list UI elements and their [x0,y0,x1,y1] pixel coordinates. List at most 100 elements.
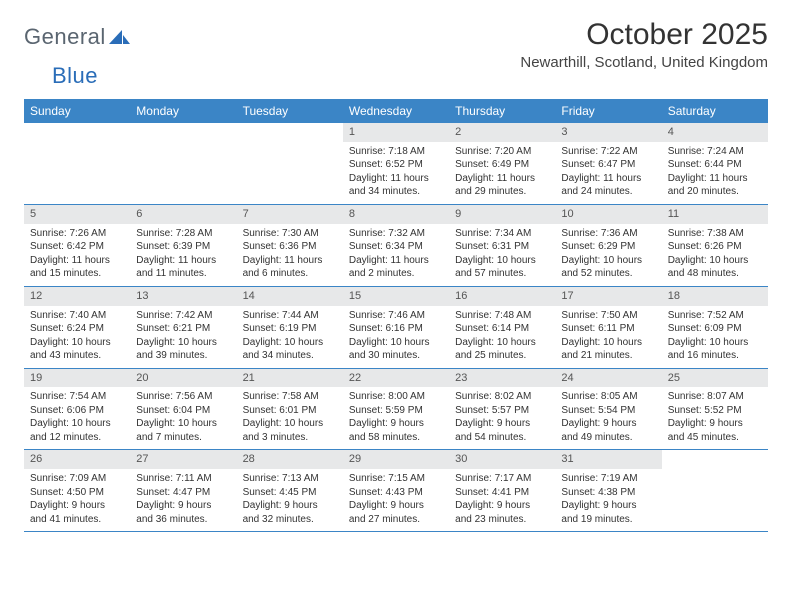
sunrise-text: Sunrise: 7:09 AM [30,472,124,486]
daylight-text: Daylight: 10 hours and 39 minutes. [136,336,230,363]
cell-body: Sunrise: 7:19 AMSunset: 4:38 PMDaylight:… [555,469,661,531]
sunrise-text: Sunrise: 7:22 AM [561,145,655,159]
sunset-text: Sunset: 6:49 PM [455,158,549,172]
sunrise-text: Sunrise: 7:18 AM [349,145,443,159]
day-number: 31 [555,450,661,469]
calendar-cell [24,123,130,204]
day-number: 30 [449,450,555,469]
calendar-cell: 30Sunrise: 7:17 AMSunset: 4:41 PMDayligh… [449,450,555,531]
day-number: 4 [662,123,768,142]
day-header: Wednesday [343,99,449,123]
cell-body: Sunrise: 7:24 AMSunset: 6:44 PMDaylight:… [662,142,768,204]
daylight-text: Daylight: 9 hours and 36 minutes. [136,499,230,526]
cell-body: Sunrise: 7:32 AMSunset: 6:34 PMDaylight:… [343,224,449,286]
day-number: 28 [237,450,343,469]
sunset-text: Sunset: 6:11 PM [561,322,655,336]
calendar-cell: 31Sunrise: 7:19 AMSunset: 4:38 PMDayligh… [555,450,661,531]
sunrise-text: Sunrise: 7:52 AM [668,309,762,323]
location: Newarthill, Scotland, United Kingdom [520,54,768,71]
daylight-text: Daylight: 11 hours and 6 minutes. [243,254,337,281]
logo-text-1: General [24,24,106,50]
calendar-cell: 16Sunrise: 7:48 AMSunset: 6:14 PMDayligh… [449,287,555,368]
daylight-text: Daylight: 10 hours and 43 minutes. [30,336,124,363]
sunrise-text: Sunrise: 7:40 AM [30,309,124,323]
daylight-text: Daylight: 10 hours and 48 minutes. [668,254,762,281]
cell-body: Sunrise: 7:26 AMSunset: 6:42 PMDaylight:… [24,224,130,286]
daylight-text: Daylight: 10 hours and 21 minutes. [561,336,655,363]
cell-body: Sunrise: 7:17 AMSunset: 4:41 PMDaylight:… [449,469,555,531]
sunrise-text: Sunrise: 7:56 AM [136,390,230,404]
day-number: 21 [237,369,343,388]
sunrise-text: Sunrise: 7:24 AM [668,145,762,159]
day-header: Sunday [24,99,130,123]
calendar-cell: 14Sunrise: 7:44 AMSunset: 6:19 PMDayligh… [237,287,343,368]
sunrise-text: Sunrise: 7:58 AM [243,390,337,404]
sunset-text: Sunset: 4:38 PM [561,486,655,500]
cell-body: Sunrise: 7:09 AMSunset: 4:50 PMDaylight:… [24,469,130,531]
sunrise-text: Sunrise: 8:00 AM [349,390,443,404]
sunset-text: Sunset: 6:47 PM [561,158,655,172]
month-title: October 2025 [520,18,768,52]
calendar-week: 19 Sunrise: 7:54 AMSunset: 6:06 PM Dayligh… [24,369,768,451]
daylight-text: Daylight: 10 hours and 3 minutes. [243,417,337,444]
day-number: 19 [24,369,130,388]
day-number: 18 [662,287,768,306]
sunset-text: Sunset: 6:16 PM [349,322,443,336]
calendar-cell [237,123,343,204]
calendar-cell: 26Sunrise: 7:09 AMSunset: 4:50 PMDayligh… [24,450,130,531]
sunrise-text: Sunrise: 7:32 AM [349,227,443,241]
calendar-cell: 6Sunrise: 7:28 AMSunset: 6:39 PMDaylight… [130,205,236,286]
calendar-cell: 12Sunrise: 7:40 AMSunset: 6:24 PMDayligh… [24,287,130,368]
calendar-cell: 9Sunrise: 7:34 AMSunset: 6:31 PMDaylight… [449,205,555,286]
calendar-cell: 8Sunrise: 7:32 AMSunset: 6:34 PMDaylight… [343,205,449,286]
sunset-text: Sunset: 6:36 PM [243,240,337,254]
sunrise-text: Sunrise: 7:48 AM [455,309,549,323]
sunrise-text: Sunrise: 7:54 AM [30,390,124,404]
sunrise-text: Sunrise: 7:11 AM [136,472,230,486]
daylight-text: Daylight: 9 hours and 54 minutes. [455,417,549,444]
daylight-text: Daylight: 10 hours and 34 minutes. [243,336,337,363]
sunset-text: Sunset: 6:42 PM [30,240,124,254]
day-number: 17 [555,287,661,306]
day-number: 7 [237,205,343,224]
sunrise-text: Sunrise: 7:26 AM [30,227,124,241]
day-header: Monday [130,99,236,123]
sunset-text: Sunset: 6:26 PM [668,240,762,254]
daylight-text: Daylight: 9 hours and 23 minutes. [455,499,549,526]
day-number: 6 [130,205,236,224]
cell-body: Sunrise: 7:44 AMSunset: 6:19 PMDaylight:… [237,306,343,368]
daylight-text: Daylight: 11 hours and 34 minutes. [349,172,443,199]
sunset-text: Sunset: 6:52 PM [349,158,443,172]
daylight-text: Daylight: 10 hours and 57 minutes. [455,254,549,281]
sunset-text: Sunset: 6:06 PM [30,404,124,418]
daylight-text: Daylight: 9 hours and 49 minutes. [561,417,655,444]
calendar-week: 12Sunrise: 7:40 AMSunset: 6:24 PMDayligh… [24,287,768,369]
daylight-text: Daylight: 10 hours and 52 minutes. [561,254,655,281]
day-number: 16 [449,287,555,306]
cell-body: Sunrise: 7:38 AMSunset: 6:26 PMDaylight:… [662,224,768,286]
sunset-text: Sunset: 6:21 PM [136,322,230,336]
cell-body: Sunrise: 7:52 AMSunset: 6:09 PMDaylight:… [662,306,768,368]
day-number: 9 [449,205,555,224]
sunrise-text: Sunrise: 8:05 AM [561,390,655,404]
daylight-text: Daylight: 11 hours and 2 minutes. [349,254,443,281]
sunset-text: Sunset: 6:24 PM [30,322,124,336]
calendar-cell: 17Sunrise: 7:50 AMSunset: 6:11 PMDayligh… [555,287,661,368]
sunset-text: Sunset: 5:59 PM [349,404,443,418]
logo-sail-icon [109,29,131,45]
calendar-cell: 15Sunrise: 7:46 AMSunset: 6:16 PMDayligh… [343,287,449,368]
day-number: 11 [662,205,768,224]
sunset-text: Sunset: 5:52 PM [668,404,762,418]
day-header: Thursday [449,99,555,123]
calendar-cell: 27Sunrise: 7:11 AMSunset: 4:47 PMDayligh… [130,450,236,531]
calendar-cell: 3Sunrise: 7:22 AMSunset: 6:47 PMDaylight… [555,123,661,204]
logo-text-2: Blue [52,63,98,89]
calendar-cell: 25Sunrise: 8:07 AMSunset: 5:52 PMDayligh… [662,369,768,450]
cell-body: Sunrise: 7:11 AMSunset: 4:47 PMDaylight:… [130,469,236,531]
daylight-text: Daylight: 9 hours and 58 minutes. [349,417,443,444]
calendar-cell: 19Sunrise: 7:54 AMSunset: 6:06 PMDayligh… [24,369,130,450]
sunrise-text: Sunrise: 7:42 AM [136,309,230,323]
cell-body: Sunrise: 8:00 AMSunset: 5:59 PMDaylight:… [343,387,449,449]
cell-body: Sunrise: 7:20 AMSunset: 6:49 PMDaylight:… [449,142,555,204]
daylight-text: Daylight: 10 hours and 25 minutes. [455,336,549,363]
